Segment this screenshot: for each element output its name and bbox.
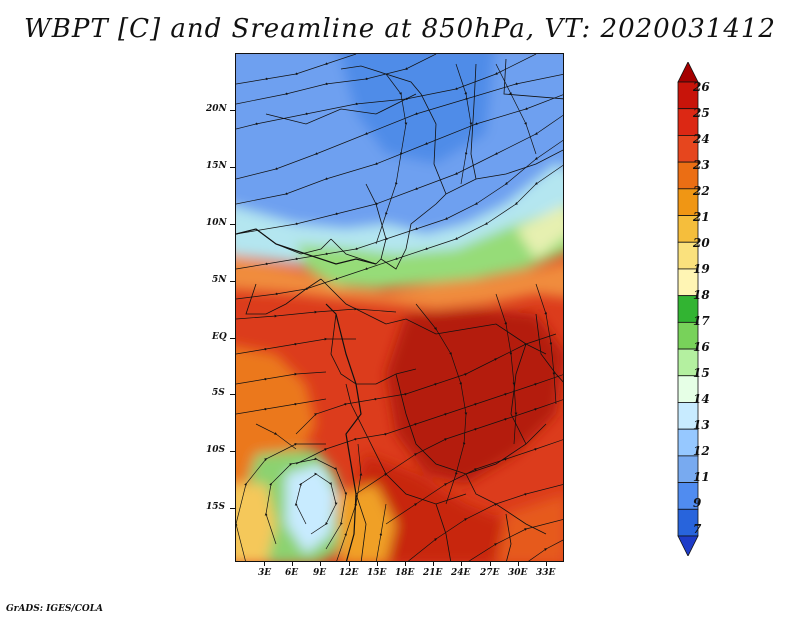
x-tick-label: 27E bbox=[480, 568, 500, 578]
y-tick bbox=[230, 451, 235, 452]
x-tick bbox=[377, 562, 378, 566]
colorbar-label: 12 bbox=[693, 444, 710, 458]
y-tick-label: 15N bbox=[206, 161, 227, 171]
colorbar-label: 16 bbox=[693, 340, 710, 354]
colorbar-min-triangle bbox=[677, 535, 699, 557]
colorbar-label: 23 bbox=[693, 158, 710, 172]
x-tick-label: 33E bbox=[536, 568, 556, 578]
y-tick-label: 5S bbox=[212, 388, 225, 398]
x-tick bbox=[433, 562, 434, 566]
x-tick bbox=[461, 562, 462, 566]
colorbar-label: 17 bbox=[693, 314, 710, 328]
y-tick-label: 5N bbox=[212, 275, 227, 285]
streamlines bbox=[236, 54, 563, 561]
colorbar-label: 25 bbox=[693, 106, 710, 120]
x-tick bbox=[518, 562, 519, 566]
x-tick bbox=[349, 562, 350, 566]
colorbar-label: 9 bbox=[693, 496, 702, 510]
x-tick-label: 21E bbox=[423, 568, 443, 578]
y-tick bbox=[230, 394, 235, 395]
y-tick-label: 10S bbox=[206, 445, 226, 455]
y-tick bbox=[230, 224, 235, 225]
y-tick-label: 15S bbox=[206, 502, 226, 512]
colorbar-label: 22 bbox=[693, 184, 710, 198]
y-tick bbox=[230, 167, 235, 168]
x-tick-label: 12E bbox=[339, 568, 359, 578]
colorbar-label: 18 bbox=[693, 288, 710, 302]
x-tick bbox=[546, 562, 547, 566]
colorbar-swatches bbox=[677, 61, 699, 557]
colorbar-label: 11 bbox=[693, 470, 710, 484]
x-tick bbox=[264, 562, 265, 566]
colorbar-label: 26 bbox=[693, 80, 710, 94]
x-tick bbox=[292, 562, 293, 566]
colorbar-label: 14 bbox=[693, 392, 710, 406]
y-tick-label: EQ bbox=[212, 332, 227, 342]
colorbar bbox=[676, 61, 700, 557]
colorbar-label: 19 bbox=[693, 262, 710, 276]
y-tick-label: 10N bbox=[206, 218, 227, 228]
x-tick bbox=[490, 562, 491, 566]
x-tick-label: 9E bbox=[313, 568, 327, 578]
y-tick bbox=[230, 281, 235, 282]
wbpt-map bbox=[235, 53, 564, 562]
x-tick-label: 18E bbox=[395, 568, 415, 578]
colorbar-max-triangle bbox=[677, 61, 699, 83]
y-tick-label: 20N bbox=[206, 104, 227, 114]
colorbar-label: 20 bbox=[693, 236, 710, 250]
wbpt-field bbox=[236, 54, 563, 561]
colorbar-label: 7 bbox=[693, 522, 702, 536]
y-tick bbox=[230, 338, 235, 339]
x-tick bbox=[405, 562, 406, 566]
colorbar-label: 21 bbox=[693, 210, 710, 224]
map-title: WBPT [C] and Sreamline at 850hPa, VT: 20… bbox=[24, 14, 776, 44]
y-tick bbox=[230, 110, 235, 111]
footer-credit: GrADS: IGES/COLA bbox=[6, 604, 104, 614]
x-tick-label: 6E bbox=[285, 568, 299, 578]
x-tick-label: 30E bbox=[508, 568, 528, 578]
colorbar-label: 13 bbox=[693, 418, 710, 432]
colorbar-label: 24 bbox=[693, 132, 710, 146]
temperature-field bbox=[236, 54, 563, 561]
x-tick bbox=[320, 562, 321, 566]
x-tick-label: 24E bbox=[451, 568, 471, 578]
y-tick bbox=[230, 508, 235, 509]
x-tick-label: 15E bbox=[367, 568, 387, 578]
colorbar-label: 15 bbox=[693, 366, 710, 380]
x-tick-label: 3E bbox=[258, 568, 272, 578]
